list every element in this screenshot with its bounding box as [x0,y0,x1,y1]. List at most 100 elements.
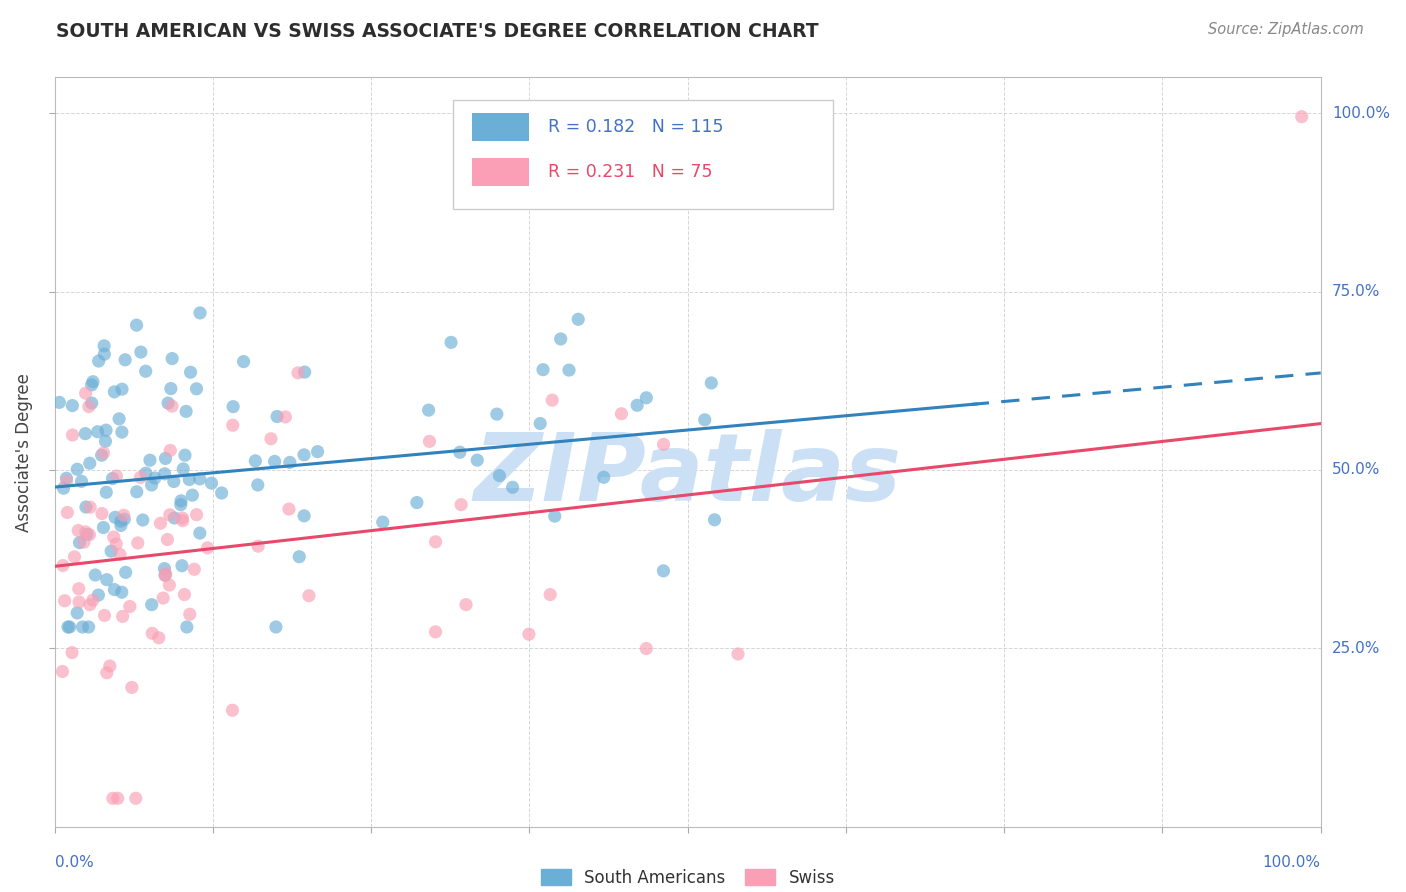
Point [292,508,315,523]
Point [84,568,107,582]
Point [517,627,540,641]
Point [307,444,329,458]
Point [153,467,176,481]
Point [114,352,136,367]
Point [56,506,79,520]
Point [288,549,311,564]
Point [86,425,108,439]
Point [98,659,121,673]
Point [405,495,427,509]
Point [75,500,97,514]
Point [135,364,157,378]
Point [67,524,90,538]
Point [80,396,103,410]
Point [155,566,177,581]
Point [82,593,104,607]
Point [129,345,152,359]
Point [636,641,658,656]
Point [70,475,93,489]
Point [652,437,675,451]
Point [172,514,194,528]
Point [141,626,163,640]
Point [67,582,90,596]
Point [222,418,245,433]
Point [274,409,297,424]
Point [66,462,89,476]
Point [222,400,245,414]
Point [626,398,648,412]
Point [450,498,472,512]
Point [55,471,77,485]
Point [75,426,97,441]
Point [541,393,564,408]
Point [172,462,194,476]
Point [298,589,321,603]
Point [183,562,205,576]
Point [170,558,193,573]
Point [149,516,172,531]
Point [156,533,179,547]
Point [103,384,125,399]
Point [105,469,128,483]
Point [485,407,508,421]
Point [143,471,166,485]
Point [544,509,567,524]
Point [100,544,122,558]
Text: 100.0%: 100.0% [1331,105,1391,120]
FancyBboxPatch shape [453,100,834,209]
Text: 50.0%: 50.0% [1331,462,1381,477]
Point [91,507,114,521]
Point [246,478,269,492]
Point [157,396,180,410]
Point [79,527,101,541]
Point [567,312,589,326]
Point [79,456,101,470]
Point [181,488,204,502]
Point [112,512,135,526]
Point [105,537,128,551]
Point [94,434,117,449]
Point [371,515,394,529]
Point [75,524,97,539]
Point [454,598,477,612]
Point [52,481,75,495]
Point [107,791,129,805]
Point [488,468,510,483]
Point [263,454,285,468]
Point [245,454,267,468]
Point [101,791,124,805]
Point [93,339,115,353]
Point [51,665,73,679]
Point [160,382,183,396]
Point [148,631,170,645]
Point [135,466,157,480]
Point [118,599,141,614]
Point [425,624,447,639]
Point [79,598,101,612]
Point [200,476,222,491]
Point [558,363,581,377]
Point [174,404,197,418]
Point [76,527,98,541]
Point [703,513,725,527]
Point [425,534,447,549]
Point [96,573,118,587]
Point [73,535,96,549]
Point [60,399,83,413]
Point [153,568,176,582]
Point [278,502,301,516]
Point [232,354,254,368]
Point [111,585,134,599]
Point [727,647,749,661]
Point [94,423,117,437]
Text: 0.0%: 0.0% [55,855,93,871]
Point [155,451,177,466]
Point [188,526,211,541]
Point [111,382,134,396]
Point [110,514,132,528]
Point [93,446,115,460]
Point [152,591,174,605]
Point [75,386,97,401]
Point [112,508,135,523]
Point [157,578,180,592]
